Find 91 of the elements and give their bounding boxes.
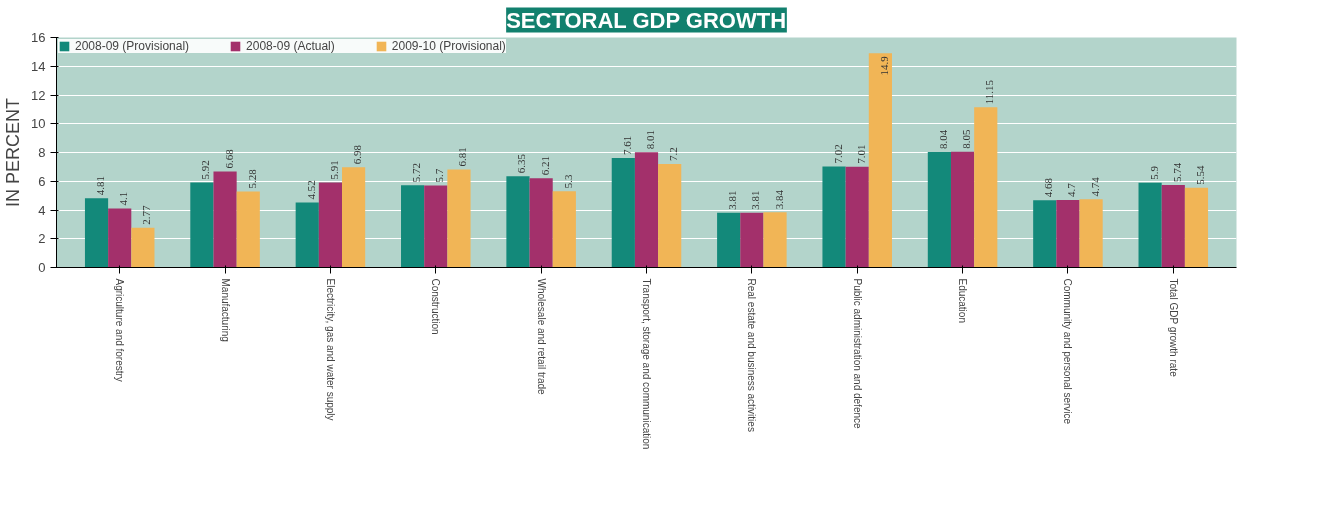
x-tick-label: Public administration and defence <box>851 278 863 430</box>
bar <box>845 166 869 268</box>
data-label: 3.81 <box>726 190 739 210</box>
bar <box>822 166 846 268</box>
y-tick-label: 8 <box>38 145 46 160</box>
data-label: 6.68 <box>222 148 235 169</box>
x-tick-label: Manufacturing <box>219 278 231 342</box>
bar <box>447 169 471 268</box>
bar <box>868 53 892 268</box>
bar <box>84 198 109 268</box>
data-label: 8.04 <box>936 129 949 149</box>
data-label: 7.2 <box>667 147 680 161</box>
data-label: 4.68 <box>1042 177 1055 198</box>
y-tick-label: 16 <box>31 30 46 45</box>
data-label: 14.9 <box>877 55 890 76</box>
bar <box>108 208 132 268</box>
data-label: 7.01 <box>854 144 867 164</box>
data-label: 6.35 <box>515 153 528 174</box>
bar <box>1079 199 1103 268</box>
bar <box>740 212 764 268</box>
data-label: 5.91 <box>327 160 340 180</box>
bar <box>634 152 659 268</box>
bar <box>236 191 260 268</box>
data-label: 7.61 <box>620 135 633 156</box>
bar <box>529 178 553 268</box>
bar <box>950 151 975 268</box>
bar <box>763 212 787 268</box>
bar <box>190 182 214 268</box>
bar <box>974 107 998 268</box>
x-tick-label: Wholesale and retail trade <box>535 278 547 396</box>
bar <box>401 185 425 268</box>
bar <box>658 164 682 268</box>
chart-title: SECTORAL GDP GROWTH <box>506 7 787 33</box>
data-label: 8.01 <box>644 130 656 150</box>
y-tick-label: 2 <box>38 231 46 247</box>
bar <box>1161 184 1185 268</box>
x-tick-label: Transport, storage and communication <box>641 278 652 450</box>
legend-label: 2008-09 (Actual) <box>246 39 335 53</box>
x-tick-label: Education <box>957 278 969 323</box>
bar <box>927 151 951 268</box>
x-tick-label: Construction <box>430 278 442 335</box>
bar <box>1184 187 1209 268</box>
x-tick-label: Electricity, gas and water supply <box>324 278 336 421</box>
bar <box>131 227 155 268</box>
data-label: 7.02 <box>831 144 844 164</box>
bar <box>1033 200 1057 268</box>
y-tick-label: 14 <box>31 58 46 74</box>
data-label: 5.92 <box>199 160 212 180</box>
bar <box>424 185 448 268</box>
data-label: 2.77 <box>140 204 153 225</box>
data-label: 5.7 <box>433 168 446 183</box>
bar <box>318 182 343 268</box>
data-label: 4.1 <box>117 191 130 206</box>
data-label: 4.74 <box>1088 176 1101 197</box>
data-label: 6.81 <box>456 147 469 167</box>
x-tick-label: Community and personal service <box>1062 278 1074 425</box>
y-tick-label: 4 <box>38 202 46 218</box>
bar <box>1138 182 1162 268</box>
data-label: 5.72 <box>410 163 423 183</box>
data-label: 5.54 <box>1193 165 1206 185</box>
x-tick-label: Agriculture and forestry <box>114 278 126 382</box>
data-label: 3.84 <box>772 189 785 210</box>
data-label: 5.3 <box>561 174 574 189</box>
bar <box>342 167 366 268</box>
bar <box>295 202 319 268</box>
y-axis-title: IN PERCENT <box>3 97 24 208</box>
y-tick-label: 6 <box>38 173 46 189</box>
data-label: 5.9 <box>1147 165 1160 180</box>
bar <box>1056 199 1080 268</box>
legend-label: 2009-10 (Provisional) <box>391 39 506 53</box>
data-label: 3.81 <box>749 190 762 210</box>
data-label: 4.52 <box>304 180 317 200</box>
x-tick-label: Total GDP growth rate <box>1167 278 1179 378</box>
bar <box>552 191 576 268</box>
x-tick-label: Real estate and business activities <box>746 278 758 432</box>
data-label: 11.15 <box>983 79 996 105</box>
data-label: 6.21 <box>538 155 551 176</box>
y-tick-label: 12 <box>31 87 46 103</box>
data-label: 8.05 <box>960 129 973 149</box>
data-label: 5.28 <box>245 168 258 189</box>
bar <box>717 212 741 268</box>
data-label: 4.7 <box>1065 182 1078 197</box>
bar <box>213 171 237 268</box>
legend-label: 2008-09 (Provisional) <box>75 39 190 53</box>
data-label: 6.98 <box>351 144 364 165</box>
bar <box>611 158 635 268</box>
bar <box>506 176 530 268</box>
y-tick-label: 0 <box>38 260 46 275</box>
data-label: 5.74 <box>1170 162 1183 182</box>
y-tick-label: 10 <box>31 116 46 132</box>
data-label: 4.81 <box>94 176 107 196</box>
